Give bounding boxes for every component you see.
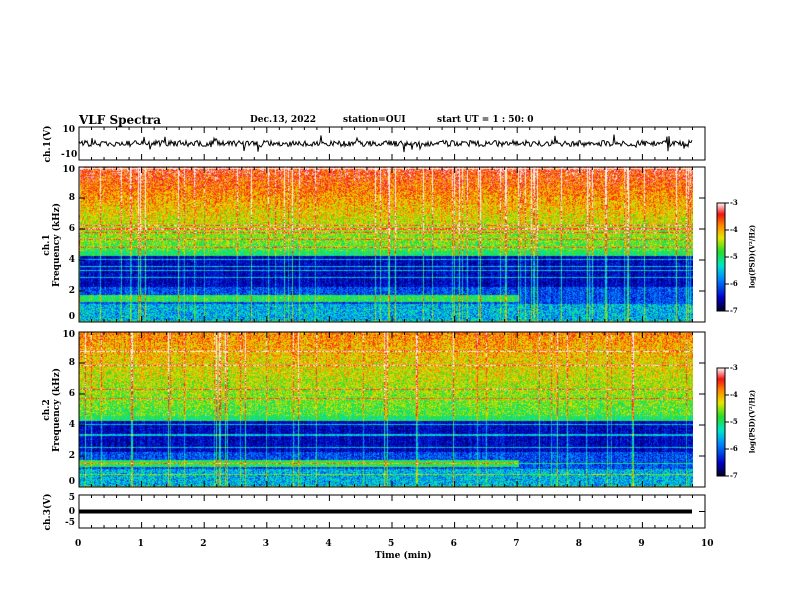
x-tick-label: 3 bbox=[262, 539, 270, 549]
colorbar-tick-label: -7 bbox=[730, 306, 738, 315]
figure-title: VLF Spectra bbox=[79, 113, 162, 127]
x-tick-label: 0 bbox=[75, 539, 82, 549]
y-tick-label: -10 bbox=[61, 150, 78, 160]
colorbar-tick-label: -4 bbox=[730, 390, 738, 399]
x-tick-label: 1 bbox=[137, 539, 144, 549]
x-tick-label: 9 bbox=[638, 539, 645, 549]
station-label: station=OUI bbox=[343, 115, 406, 125]
ch2-spectrogram bbox=[79, 332, 693, 487]
y-tick-label: 6 bbox=[68, 224, 75, 234]
ch3-waveform-line bbox=[79, 509, 692, 514]
y-tick-label: 0 bbox=[68, 506, 75, 517]
colorbar-tick-label: -6 bbox=[730, 279, 738, 288]
y-tick-label: 5 bbox=[68, 493, 75, 503]
colorbar-label: log(PSD)(V²/Hz) bbox=[747, 224, 757, 289]
y-tick-label: 2 bbox=[68, 451, 75, 461]
ch1-colorbar bbox=[717, 203, 725, 311]
colorbar-frame bbox=[716, 367, 726, 477]
y-axis-label: ch.2 Frequency (kHz) bbox=[42, 367, 62, 452]
y-tick-label: -5 bbox=[65, 518, 75, 528]
y-tick-label: 6 bbox=[68, 389, 75, 399]
y-tick-label: 4 bbox=[68, 255, 75, 265]
panel-frame bbox=[78, 166, 706, 323]
colorbar-tick-label: -5 bbox=[730, 252, 738, 261]
y-axis-label: ch.1(V) bbox=[43, 125, 53, 162]
y-tick-label: 0 bbox=[68, 312, 75, 322]
y-tick-label: 10 bbox=[62, 165, 75, 175]
colorbar-label: log(PSD)(V²/Hz) bbox=[747, 389, 757, 454]
colorbar-frame bbox=[716, 202, 726, 312]
colorbar-tick-label: -4 bbox=[730, 225, 738, 234]
ch1-waveform-line bbox=[78, 134, 693, 153]
y-axis-label: ch.1 Frequency (kHz) bbox=[42, 202, 62, 287]
x-tick-label: 5 bbox=[388, 539, 395, 549]
colorbar-tick-label: -3 bbox=[730, 363, 738, 372]
x-tick-label: 7 bbox=[513, 539, 520, 549]
y-tick-label: 2 bbox=[68, 286, 75, 296]
y-axis-label: ch.3(V) bbox=[43, 493, 53, 530]
ch1-spectrogram bbox=[79, 167, 693, 322]
start-time-label: start UT = 1 : 50: 0 bbox=[437, 115, 534, 125]
y-tick-label: 0 bbox=[68, 477, 75, 487]
y-tick-label: 10 bbox=[62, 330, 75, 340]
y-tick-label: 8 bbox=[68, 358, 75, 368]
y-tick-label: 8 bbox=[68, 193, 75, 203]
colorbar-tick-label: -6 bbox=[730, 444, 738, 453]
y-tick-label: 10 bbox=[62, 125, 75, 135]
x-tick-label: 4 bbox=[325, 539, 332, 549]
x-axis-label: Time (min) bbox=[375, 551, 432, 561]
colorbar-tick-label: -3 bbox=[730, 198, 738, 207]
ch2-colorbar bbox=[717, 368, 725, 476]
x-tick-label: 2 bbox=[200, 539, 207, 549]
x-tick-label: 6 bbox=[450, 539, 457, 549]
date-label: Dec.13, 2022 bbox=[250, 115, 316, 125]
colorbar-tick-label: -7 bbox=[730, 471, 738, 480]
panel-frame bbox=[78, 331, 706, 488]
y-tick-label: 4 bbox=[68, 420, 75, 430]
x-tick-label: 8 bbox=[575, 539, 583, 549]
x-tick-label: 10 bbox=[701, 539, 714, 549]
colorbar-tick-label: -5 bbox=[730, 417, 738, 426]
